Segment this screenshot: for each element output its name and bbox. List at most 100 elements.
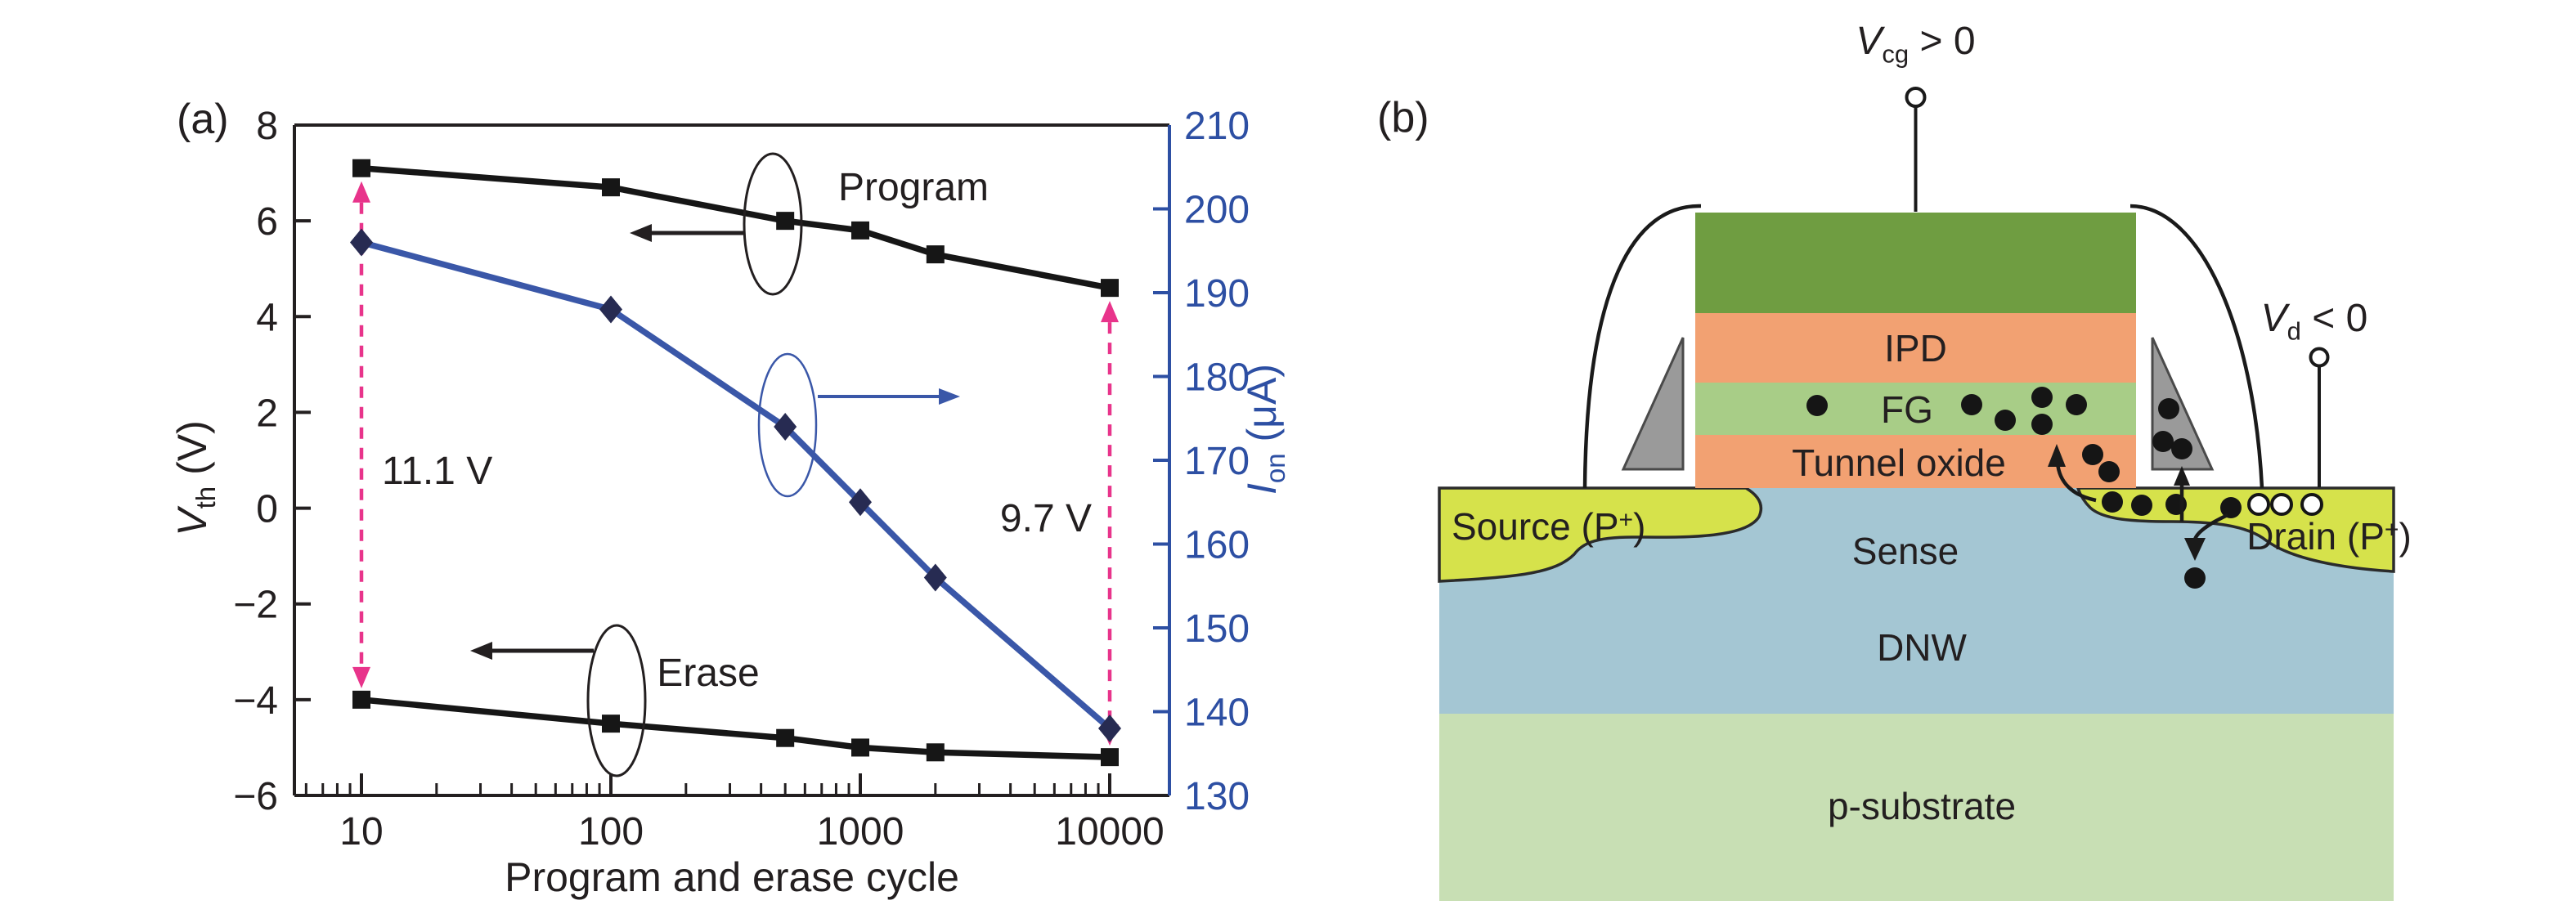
- flash-cell-diagram: Vcg > 0 Vd < 0 IPD FG Tunnel oxide Sense DNW p-…: [1438, 20, 2412, 901]
- injection-arrowhead: [2048, 444, 2066, 467]
- marker-square-erase: [926, 743, 945, 762]
- marker-square-erase: [352, 690, 370, 709]
- y-right-tick-label: 210: [1184, 105, 1250, 148]
- ipd-label: IPD: [1884, 327, 1947, 370]
- panel-b-tag: (b): [1377, 94, 1429, 141]
- x-tick-label: 1000: [817, 810, 904, 853]
- source-label: Source (P+): [1452, 505, 1645, 548]
- marker-square-erase: [851, 738, 869, 757]
- y-left-tick-label: 8: [256, 105, 278, 148]
- y-left-tick-label: 0: [256, 488, 278, 531]
- hole-drain-surface: [2300, 493, 2323, 516]
- spacer-triangle-left: [1621, 337, 1685, 471]
- y-left-axis-title: Vth (V): [169, 420, 221, 535]
- electron-floating-gate: [2066, 394, 2087, 415]
- y-left-tick-label: 2: [256, 392, 278, 435]
- marker-square-program: [1101, 279, 1119, 298]
- spacer-outline-right: [2129, 204, 2264, 489]
- y-right-tick-label: 150: [1184, 607, 1250, 651]
- electron-substrate: [2184, 567, 2206, 589]
- sense-label: Sense: [1852, 530, 1959, 572]
- series-line-erase: [358, 697, 1113, 760]
- electron-floating-gate: [2031, 387, 2053, 408]
- ion-right-arrowhead: [939, 388, 960, 405]
- vcg-terminal-label: Vcg > 0: [1856, 20, 1975, 69]
- dnw-label: DNW: [1877, 626, 1967, 669]
- drain-label: Drain (P+): [2246, 515, 2412, 558]
- electron-tunnel-oxide: [2082, 444, 2103, 465]
- p-substrate-region: [1439, 714, 2394, 901]
- x-axis-title: Program and erase cycle: [505, 854, 959, 900]
- window-left-label: 11.1 V: [382, 450, 492, 493]
- y-left-tick-label: −4: [233, 679, 278, 723]
- y-right-tick-label: 160: [1184, 524, 1250, 567]
- y-right-tick-label: 190: [1184, 272, 1250, 316]
- floating-gate-layer: [1695, 383, 2136, 435]
- spacer-outline-left: [1582, 204, 1702, 489]
- marker-square-program: [602, 178, 620, 197]
- fg-label: FG: [1881, 388, 1933, 431]
- erase-label: Erase: [657, 652, 759, 695]
- vth-window-right-arrowhead-top: [1101, 301, 1119, 323]
- y-right-tick-label: 140: [1184, 692, 1250, 735]
- y-right-axis-title: Ion (μA): [1239, 364, 1290, 495]
- vcg-terminal-circle: [1905, 87, 1927, 108]
- x-tick-label: 10000: [1055, 810, 1164, 853]
- impact-arrowhead: [2184, 538, 2206, 561]
- marker-diamond-ion: [350, 228, 373, 257]
- marker-square-erase: [776, 728, 795, 747]
- electron-floating-gate: [1806, 395, 1828, 416]
- marker-square-program: [776, 212, 795, 231]
- electron-floating-gate: [1995, 410, 2016, 431]
- electron-drain-surface: [2131, 495, 2152, 516]
- marker-square-erase: [1101, 748, 1119, 767]
- tunnel-oxide-label: Tunnel oxide: [1792, 441, 2006, 484]
- p-substrate-label: p-substrate: [1828, 785, 2016, 827]
- erase-left-arrowhead: [470, 642, 492, 660]
- electron-spacer: [2152, 431, 2174, 452]
- hole-drain-surface: [2247, 493, 2270, 516]
- y-left-tick-label: −6: [233, 775, 278, 818]
- y-left-tick-label: 6: [256, 200, 278, 244]
- y-left-tick-label: −2: [233, 584, 278, 627]
- panel-a-tag: (a): [177, 96, 229, 143]
- marker-square-program: [352, 159, 370, 177]
- electron-floating-gate: [2031, 414, 2053, 435]
- series-line-program: [358, 164, 1113, 291]
- electron-floating-gate: [1961, 394, 1982, 415]
- window-right-label: 9.7 V: [1000, 497, 1092, 540]
- marker-diamond-ion: [599, 295, 622, 324]
- marker-diamond-ion: [923, 563, 947, 592]
- y-right-tick-label: 180: [1184, 356, 1250, 400]
- program-ellipse: [743, 152, 803, 296]
- marker-square-program: [851, 221, 869, 240]
- electron-drain-surface: [2220, 497, 2242, 518]
- vth-window-left-arrowhead-bottom: [352, 666, 370, 688]
- vd-terminal-circle: [2309, 347, 2330, 368]
- spacer-trap-arrowhead: [2174, 466, 2190, 486]
- impact-arrow-curve: [2192, 513, 2228, 540]
- marker-diamond-ion: [1098, 715, 1121, 742]
- program-label: Program: [838, 166, 989, 209]
- erase-ellipse: [586, 624, 647, 777]
- marker-square-erase: [602, 715, 620, 733]
- y-right-tick-label: 200: [1184, 189, 1250, 232]
- marker-square-program: [926, 245, 945, 264]
- y-right-tick-label: 170: [1184, 440, 1250, 483]
- injection-arrow-curve: [2055, 462, 2097, 503]
- x-tick-label: 10: [339, 810, 383, 853]
- pe-cycling-chart: 8 6 4 2 0 −2 −4 −6 210 200 190 180 170 160 150 140 130 10…: [169, 105, 1290, 900]
- marker-diamond-ion: [774, 413, 797, 441]
- program-left-arrowhead: [630, 224, 652, 242]
- vth-window-left-arrowhead-top: [352, 181, 370, 203]
- control-gate-layer: [1695, 213, 2136, 313]
- electron-spacer: [2158, 398, 2179, 419]
- vd-terminal-label: Vd < 0: [2261, 297, 2368, 346]
- y-right-tick-label: 130: [1184, 775, 1250, 818]
- electron-tunnel-oxide: [2098, 461, 2120, 482]
- ion-ellipse: [757, 352, 818, 498]
- electron-spacer: [2171, 438, 2192, 459]
- electron-drain-surface: [2102, 491, 2123, 513]
- x-tick-label: 100: [578, 810, 644, 853]
